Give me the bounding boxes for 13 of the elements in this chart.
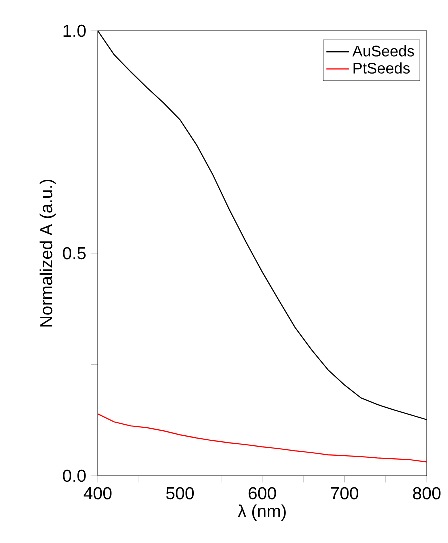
x-axis-title: λ (nm) (238, 504, 286, 521)
legend-label: PtSeeds (354, 62, 410, 74)
line-series (98, 414, 427, 463)
y-tick-label: 0.5 (63, 247, 86, 260)
y-axis-title: Normalized A (a.u.) (40, 180, 56, 327)
x-tick-label: 400 (84, 487, 112, 500)
y-tick-label: 0.0 (63, 470, 86, 482)
y-tick-label: 1.0 (64, 24, 86, 38)
x-tick-label: 600 (248, 487, 276, 500)
x-tick-label: 500 (166, 487, 194, 500)
x-tick-label: 700 (331, 487, 359, 500)
legend-label: AuSeeds (352, 46, 414, 57)
x-tick-label: 800 (413, 487, 441, 500)
